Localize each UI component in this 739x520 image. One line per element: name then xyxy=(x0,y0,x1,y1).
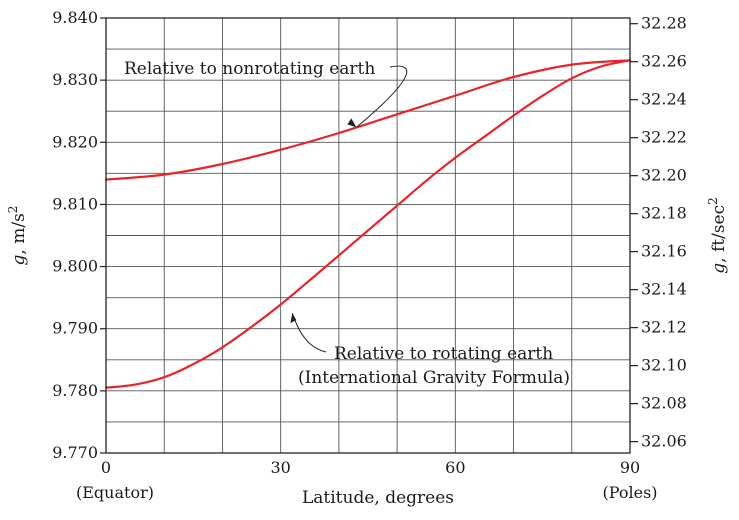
series-group xyxy=(104,59,632,389)
y-tick-label: 9.800 xyxy=(52,257,98,276)
annotation-rotating: Relative to rotating earth xyxy=(334,344,553,364)
annotation-arrowhead-rotating xyxy=(290,313,297,324)
annotation-arrowhead-nonrotating xyxy=(347,118,357,128)
svg-text:g, m/s2: g, m/s2 xyxy=(6,206,29,266)
series-line-nonrotating xyxy=(104,59,632,181)
y-tick-label: 9.840 xyxy=(52,8,98,27)
y-axis-title-left: g, m/s2 xyxy=(6,206,29,266)
x-axis-title: Latitude, degrees xyxy=(302,488,454,508)
grid xyxy=(106,18,630,453)
annotation-nonrotating: Relative to nonrotating earth xyxy=(124,59,375,79)
x-sublabel: (Poles) xyxy=(602,483,657,502)
x-tick-label: 90 xyxy=(620,458,640,477)
y-right-tick-label: 32.28 xyxy=(641,14,687,33)
x-sublabel: (Equator) xyxy=(76,483,154,502)
svg-text:g, ft/sec2: g, ft/sec2 xyxy=(706,197,729,274)
y-right-tick-label: 32.16 xyxy=(641,242,687,261)
y-tick-label: 9.810 xyxy=(52,194,98,213)
x-tick-label: 30 xyxy=(270,458,290,477)
y-tick-label: 9.780 xyxy=(52,381,98,400)
y-right-tick-label: 32.26 xyxy=(641,52,687,71)
x-tick-label: 0 xyxy=(101,458,111,477)
y-tick-label: 9.830 xyxy=(52,70,98,89)
y-tick-label: 9.770 xyxy=(52,443,98,462)
y-right-tick-label: 32.24 xyxy=(641,90,687,109)
y-right-tick-label: 32.20 xyxy=(641,166,687,185)
annotations: Relative to nonrotating earth Relative t… xyxy=(124,59,570,388)
y-right-tick-label: 32.14 xyxy=(641,280,687,299)
y-tick-label: 9.790 xyxy=(52,319,98,338)
y-axis-title-right: g, ft/sec2 xyxy=(706,197,729,274)
x-tick-label: 60 xyxy=(445,458,465,477)
y-right-tick-label: 32.08 xyxy=(641,394,687,413)
y-right-tick-label: 32.18 xyxy=(641,204,687,223)
plot-frame xyxy=(105,17,631,454)
y-tick-label: 9.820 xyxy=(52,132,98,151)
ticks: 9.770 9.780 9.790 9.800 9.810 9.820 9.830 9.840… xyxy=(52,8,687,502)
y-right-tick-label: 32.22 xyxy=(641,128,687,147)
annotation-rotating-formula: (International Gravity Formula) xyxy=(298,368,570,388)
series-line-rotating xyxy=(104,59,632,389)
annotation-arrow-nonrotating xyxy=(356,65,408,128)
y-right-tick-label: 32.06 xyxy=(641,432,687,451)
y-right-tick-label: 32.10 xyxy=(641,356,687,375)
y-right-tick-label: 32.12 xyxy=(641,318,687,337)
